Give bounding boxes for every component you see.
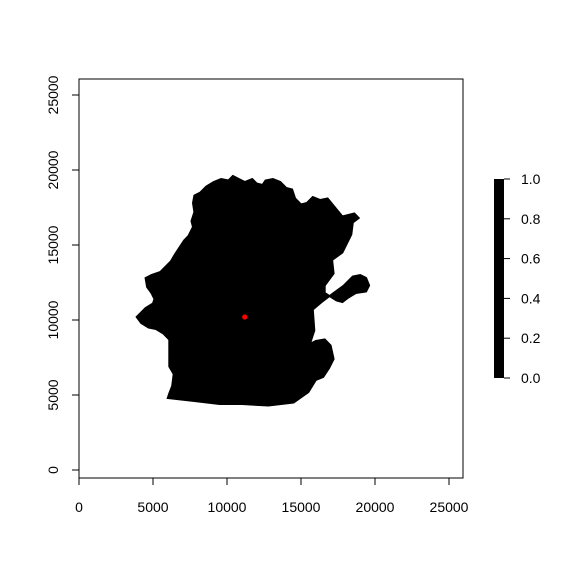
- colorbar-legend: 1.0 0.8 0.6 0.4 0.2 0.0: [494, 171, 541, 386]
- y-tick-label: 0: [45, 466, 61, 474]
- raster-layer: [135, 174, 371, 407]
- x-tick-label: 15000: [282, 499, 321, 515]
- colorbar-tick-label: 1.0: [521, 171, 541, 187]
- x-tick-label: 25000: [430, 499, 469, 515]
- y-tick-label: 5000: [45, 379, 61, 410]
- colorbar-tick-label: 0.2: [521, 330, 541, 346]
- colorbar-tick-label: 0.4: [521, 290, 541, 306]
- y-tick-label: 20000: [45, 150, 61, 189]
- colorbar-tick-label: 0.0: [521, 370, 541, 386]
- colorbar-ticks: 1.0 0.8 0.6 0.4 0.2 0.0: [504, 171, 541, 386]
- colorbar-tick-label: 0.6: [521, 251, 541, 267]
- raster-cells: [135, 174, 371, 407]
- x-axis: 0 5000 10000 15000 20000 25000: [75, 477, 469, 515]
- points-layer: [242, 314, 248, 320]
- y-axis: 0 5000 10000 15000 20000 25000: [45, 75, 80, 474]
- x-tick-label: 0: [75, 499, 83, 515]
- y-tick-label: 15000: [45, 225, 61, 264]
- point-marker: [242, 314, 248, 320]
- x-tick-label: 20000: [356, 499, 395, 515]
- y-tick-label: 10000: [45, 300, 61, 339]
- colorbar: [494, 179, 504, 378]
- x-tick-label: 5000: [137, 499, 168, 515]
- x-tick-label: 10000: [208, 499, 247, 515]
- colorbar-tick-label: 0.8: [521, 211, 541, 227]
- y-tick-label: 25000: [45, 75, 61, 114]
